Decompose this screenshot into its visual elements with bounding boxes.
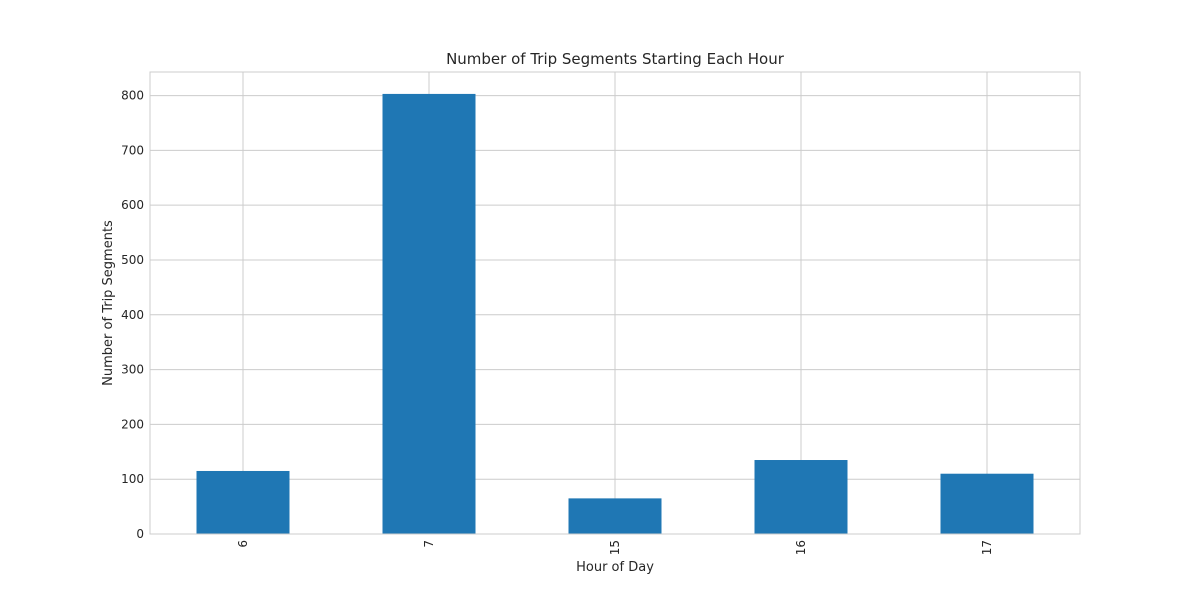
y-tick-label: 100	[121, 472, 144, 486]
bar-7	[382, 93, 476, 535]
bar-16	[754, 460, 848, 534]
chart-title: Number of Trip Segments Starting Each Ho…	[446, 50, 785, 68]
x-tick-label: 6	[236, 540, 250, 548]
y-tick-label: 700	[121, 143, 144, 157]
y-tick-label: 500	[121, 253, 144, 267]
bars-layer	[196, 93, 1034, 535]
bar-15	[568, 498, 662, 534]
y-tick-label: 200	[121, 417, 144, 431]
x-axis-label: Hour of Day	[576, 560, 654, 575]
y-axis-ticks: 0 100 200 300 400 500 600 700 800	[121, 89, 144, 541]
y-tick-label: 600	[121, 198, 144, 212]
x-tick-label: 17	[980, 540, 994, 555]
x-tick-label: 7	[422, 540, 436, 548]
y-tick-label: 800	[121, 89, 144, 103]
y-tick-label: 400	[121, 308, 144, 322]
y-axis-label: Number of Trip Segments	[101, 220, 116, 386]
x-axis-ticks: 6 7 15 16 17	[236, 540, 994, 555]
y-tick-label: 300	[121, 363, 144, 377]
y-tick-label: 0	[136, 527, 144, 541]
x-tick-label: 15	[608, 540, 622, 555]
grid-layer	[150, 72, 1080, 535]
bar-17	[940, 473, 1034, 534]
bar-6	[196, 470, 290, 534]
x-tick-label: 16	[794, 540, 808, 555]
plot-frame	[149, 71, 1081, 535]
